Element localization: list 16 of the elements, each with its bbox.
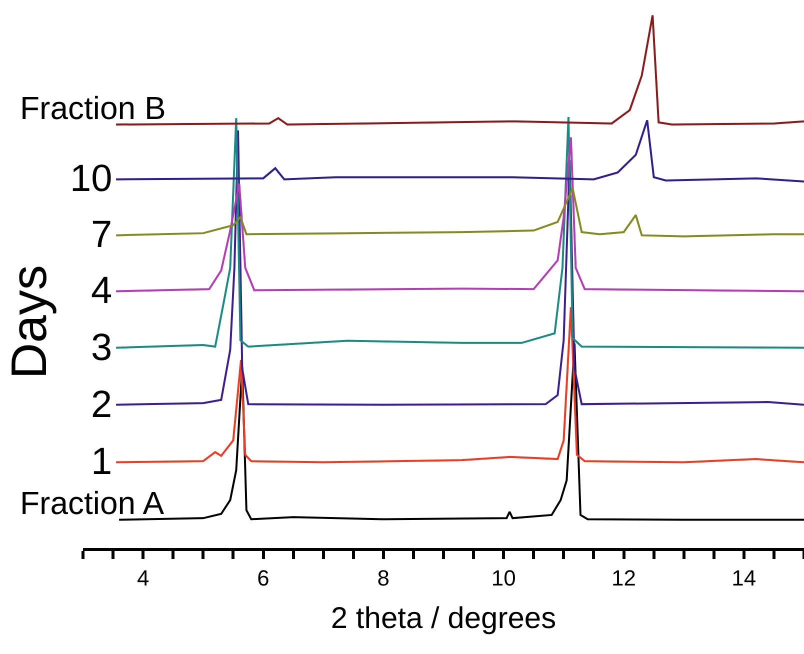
series-label: 4 [91,270,112,312]
series-label: 3 [91,327,112,369]
x-tick-label: 10 [491,565,516,590]
series-label: Fraction B [20,90,166,126]
series-label: 1 [91,441,112,483]
series-label: 2 [91,384,112,426]
x-tick-label: 12 [612,565,636,590]
series-label: 10 [70,158,112,200]
series-label: Fraction A [20,485,165,521]
x-tick-label: 6 [257,565,270,590]
x-tick-label: 8 [377,565,390,590]
x-tick-label: 14 [732,565,756,590]
x-tick-label: 4 [136,565,150,590]
series-label: 7 [91,214,112,256]
y-axis-title: Days [0,265,57,379]
x-axis-title: 2 theta / degrees [330,602,556,635]
